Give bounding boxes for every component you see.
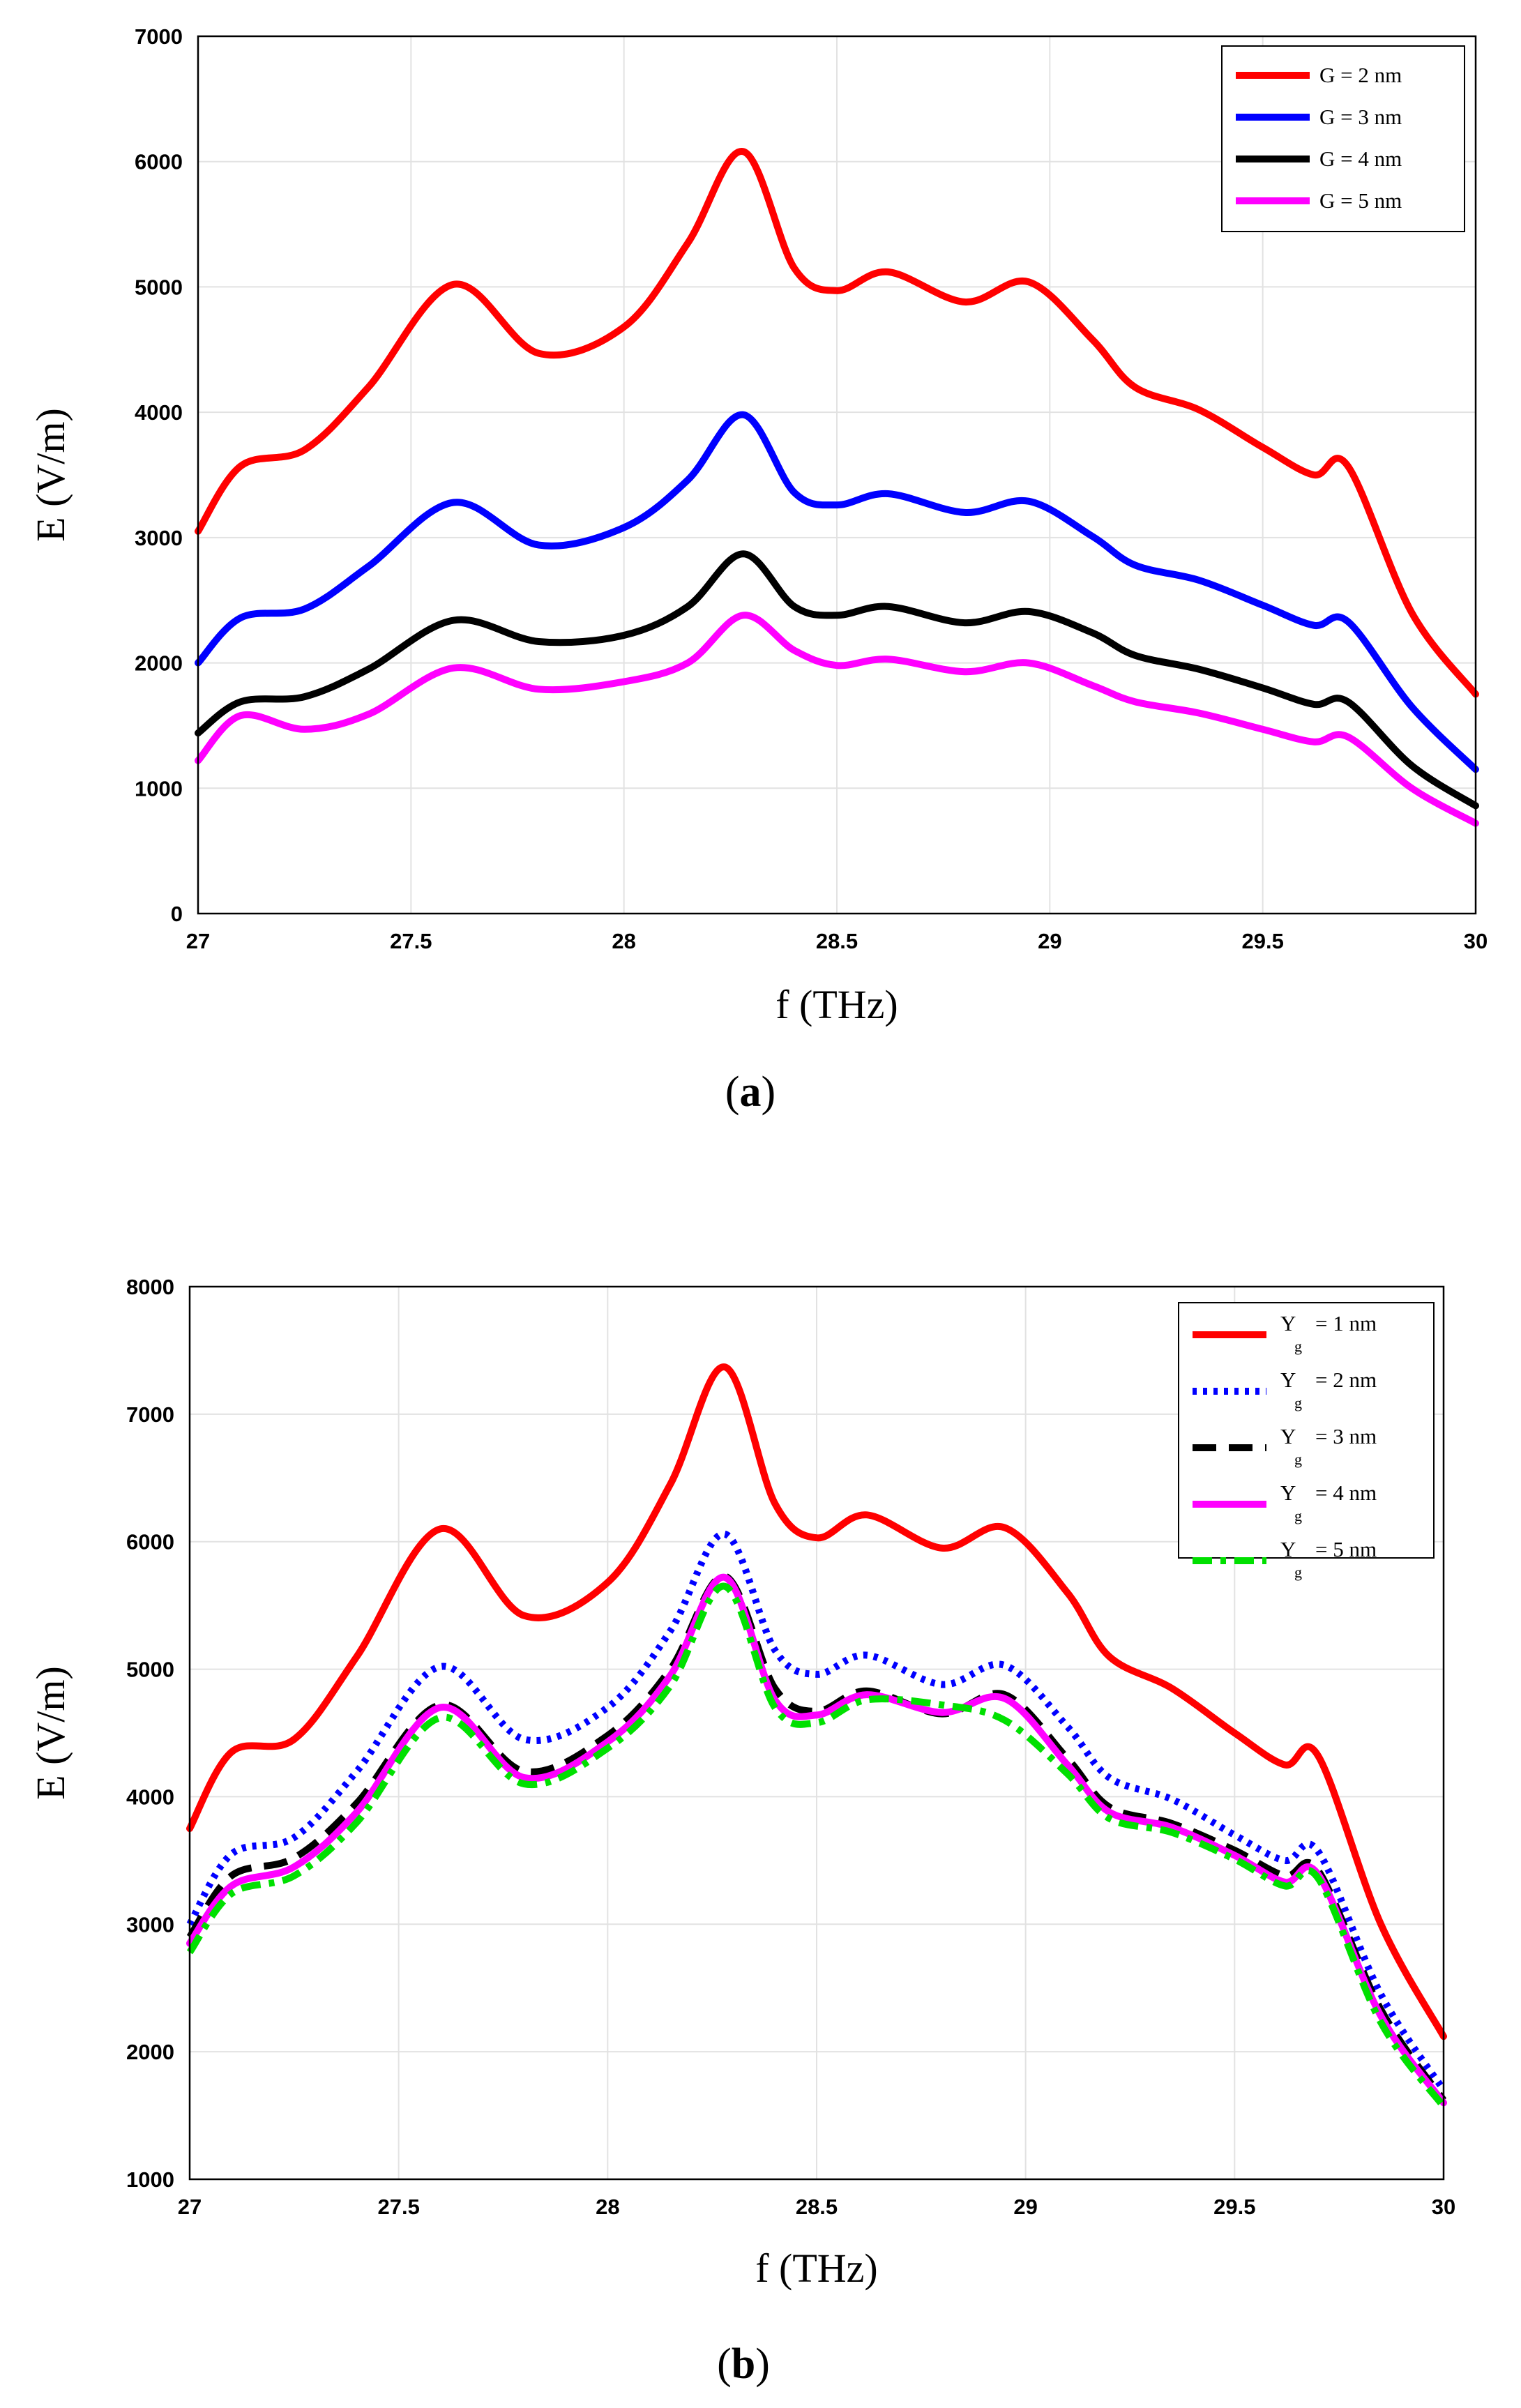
x-tick-label: 28 [612,929,635,953]
x-tick-label: 30 [1464,929,1488,953]
legend-label: G = 3 nm [1319,105,1402,129]
series-line-5 [186,1582,1447,2109]
panel-caption: (a) [725,1068,775,1116]
series-line-4 [195,612,1479,827]
legend-label-value: = 2 nm [1315,1368,1377,1392]
legend-label-value: = 5 nm [1315,1537,1377,1561]
chart-panel-b: 27 27.5 28 28.5 29 29.5 30 1000 2000 3000 4000 5000… [28,1275,1455,2388]
plot-frame [197,35,1477,915]
x-axis-label: f (THz) [755,2246,878,2291]
y-tick-label: 2000 [135,651,183,676]
y-tick-label: 6000 [126,1530,174,1554]
legend-label: Y [1280,1368,1296,1392]
legend-label: Y [1280,1537,1296,1561]
y-tick-label: 7000 [135,24,183,49]
legend-label-subscript: g [1294,1563,1302,1581]
legend-box [1178,1302,1435,1559]
legend-label: G = 5 nm [1319,188,1402,213]
y-tick-label: 8000 [126,1275,174,1299]
x-tick-label: 30 [1432,2195,1455,2219]
legend-label: Y [1280,1481,1296,1505]
legend: Yg = 1 nm Yg = 2 nm Yg = 3 nm Yg = 4 nm Yg = 5 nm [1178,1302,1435,1581]
x-tick-label: 29.5 [1241,929,1283,953]
legend-label-subscript: g [1294,1451,1302,1468]
legend: G = 2 nm G = 3 nm G = 4 nm G = 5 nm [1221,45,1465,232]
legend-label: G = 4 nm [1319,146,1402,171]
y-tick-label: 2000 [126,2040,174,2064]
y-tick-label: 7000 [126,1402,174,1427]
x-axis-label: f (THz) [775,982,898,1027]
series-line-2 [186,1530,1447,2092]
series-line-2 [195,411,1479,773]
y-tick-label: 4000 [135,400,183,425]
x-tick-label: 29.5 [1213,2195,1255,2219]
y-axis-label: E (V/m) [28,408,73,542]
chart-panel-a: 27 27.5 28 28.5 29 29.5 30 0 1000 2000 3000 4000 500… [28,24,1488,1116]
legend-label-value: = 4 nm [1315,1481,1377,1505]
y-axis-label: E (V/m) [28,1666,73,1800]
x-tick-label: 27.5 [377,2195,419,2219]
y-tick-label: 3000 [126,1912,174,1937]
y-tick-label: 5000 [135,275,183,299]
y-tick-label: 5000 [126,1658,174,1682]
y-tick-label: 3000 [135,526,183,550]
legend-label-subscript: g [1294,1507,1302,1524]
y-tick-label: 6000 [135,150,183,174]
x-tick-label: 29 [1013,2195,1037,2219]
x-tick-label: 27.5 [390,929,432,953]
legend-label: G = 2 nm [1319,63,1402,87]
x-tick-label: 29 [1038,929,1061,953]
y-tick-label: 1000 [126,2167,174,2192]
y-tick-label: 4000 [126,1785,174,1809]
x-tick-label: 27 [186,929,210,953]
x-tick-label: 28.5 [796,2195,838,2219]
x-tick-label: 28.5 [816,929,858,953]
x-tick-label: 27 [178,2195,202,2219]
y-tick-label: 1000 [135,776,183,801]
legend-label-subscript: g [1294,1394,1302,1411]
legend-label: Y [1280,1424,1296,1448]
series-line-4 [186,1573,1447,2107]
series-line-3 [195,550,1479,810]
legend-label-subscript: g [1294,1338,1302,1355]
y-tick-label: 0 [171,902,183,926]
series-line-1 [186,1363,1447,2040]
legend-label: Y [1280,1311,1296,1335]
panel-caption: (b) [717,2340,770,2388]
legend-label-value: = 1 nm [1315,1311,1377,1335]
legend-label-value: = 3 nm [1315,1424,1377,1448]
plot-frame [188,1285,1445,2181]
x-tick-label: 28 [596,2195,619,2219]
series-line-1 [195,148,1479,698]
